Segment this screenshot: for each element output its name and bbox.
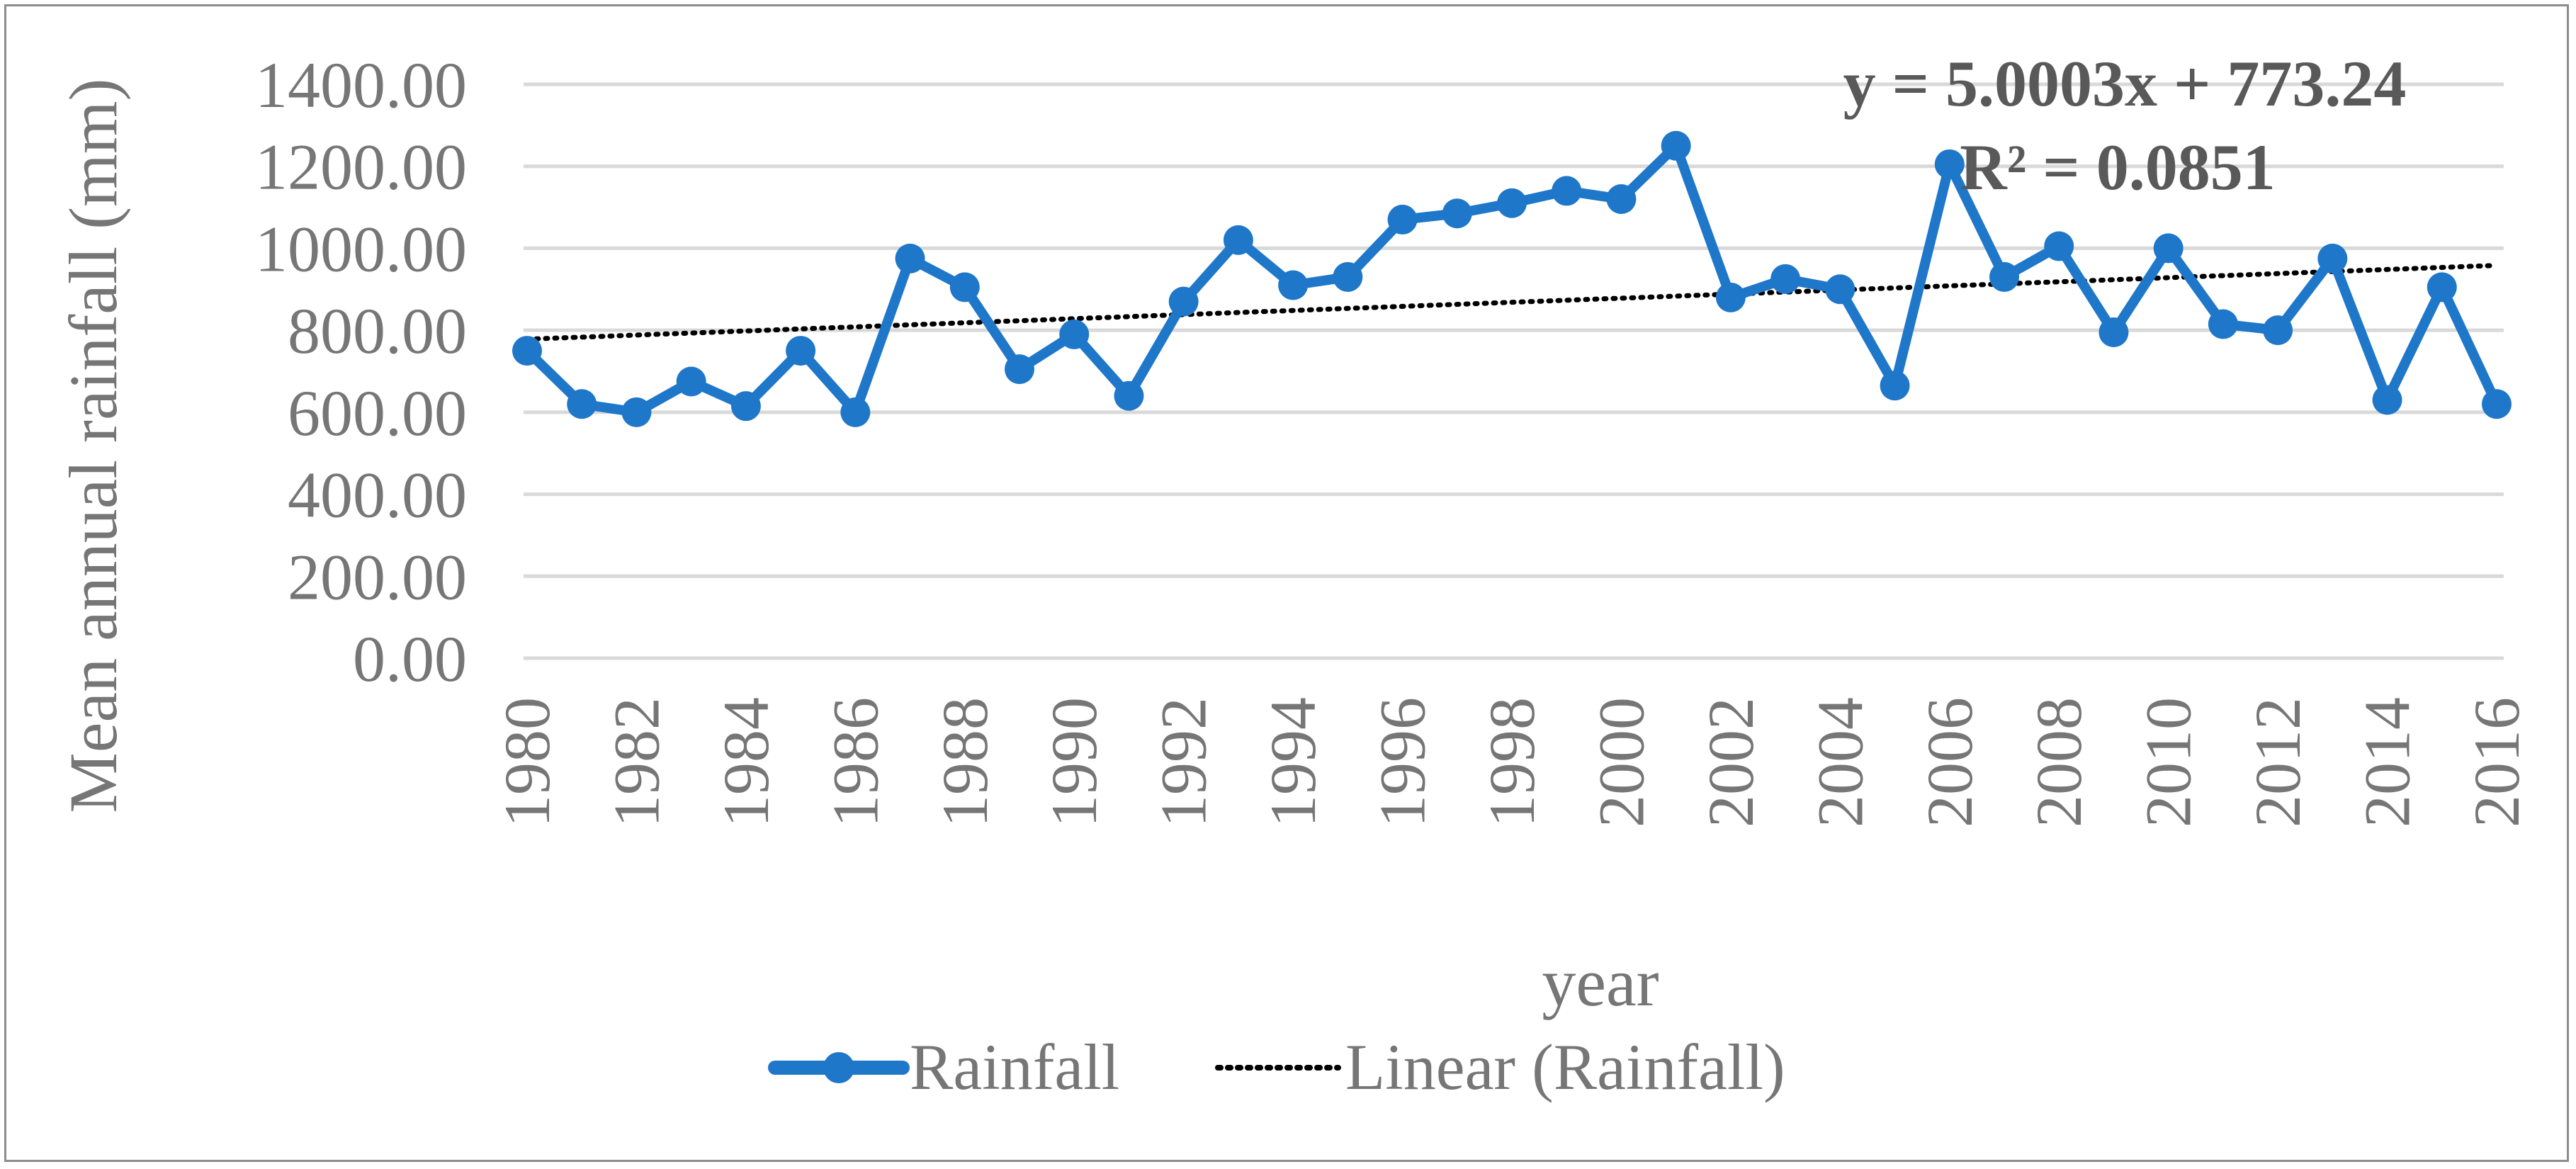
trendline bbox=[524, 263, 2499, 342]
x-tick-label: 2010 bbox=[2132, 697, 2205, 828]
y-tick-label: 1000.00 bbox=[255, 213, 467, 285]
data-point bbox=[949, 272, 980, 303]
y-tick-label: 400.00 bbox=[288, 459, 467, 531]
y-tick-label: 1400.00 bbox=[255, 49, 467, 121]
data-point bbox=[2208, 309, 2238, 339]
x-tick-label: 1996 bbox=[1367, 697, 1439, 828]
data-point bbox=[2263, 315, 2293, 346]
x-tick-label: 2002 bbox=[1695, 697, 1767, 828]
data-point bbox=[1442, 198, 1472, 229]
x-tick-label: 2004 bbox=[1804, 697, 1876, 828]
data-point bbox=[1333, 261, 1363, 292]
x-axis-ticks: 1980 1982 1984 1986 1988 1990 1992 1994 1996 1998… bbox=[491, 697, 2533, 828]
data-point bbox=[1168, 286, 1199, 317]
legend-linear-label: Linear (Rainfall) bbox=[1345, 1031, 1785, 1103]
x-tick-label: 2012 bbox=[2242, 697, 2314, 828]
data-point bbox=[621, 397, 652, 427]
x-tick-label: 1986 bbox=[819, 697, 891, 828]
chart-frame: 0.00 200.00 400.00 600.00 800.00 1000.00 1200.… bbox=[4, 4, 2569, 1162]
y-tick-label: 0.00 bbox=[353, 623, 467, 695]
data-point bbox=[786, 336, 816, 366]
data-point bbox=[730, 391, 761, 422]
x-tick-label: 1984 bbox=[710, 697, 782, 828]
data-point bbox=[2372, 385, 2402, 415]
y-tick-label: 800.00 bbox=[288, 295, 467, 367]
data-point bbox=[1825, 274, 1855, 305]
data-point bbox=[1114, 380, 1144, 411]
line-chart: 0.00 200.00 400.00 600.00 800.00 1000.00 1200.… bbox=[55, 47, 2533, 1103]
data-point bbox=[2044, 231, 2074, 261]
x-tick-label: 2008 bbox=[2023, 697, 2095, 828]
legend: Rainfall Linear (Rainfall) bbox=[768, 1031, 1785, 1103]
data-point bbox=[2098, 317, 2129, 348]
data-point bbox=[2482, 389, 2512, 419]
data-point bbox=[1934, 149, 1965, 179]
data-point bbox=[2153, 233, 2184, 264]
y-tick-label: 600.00 bbox=[288, 377, 467, 449]
trendline-group bbox=[524, 263, 2499, 342]
x-tick-label: 2016 bbox=[2461, 697, 2533, 828]
data-point bbox=[1497, 188, 1527, 218]
y-axis-ticks: 0.00 200.00 400.00 600.00 800.00 1000.00 1200.… bbox=[255, 49, 467, 695]
data-point bbox=[1606, 184, 1637, 214]
data-point bbox=[1278, 270, 1309, 300]
data-point bbox=[840, 397, 871, 427]
data-point bbox=[2317, 243, 2348, 273]
x-tick-label: 1994 bbox=[1257, 697, 1329, 828]
legend-rainfall-label: Rainfall bbox=[910, 1031, 1119, 1103]
x-tick-label: 1988 bbox=[929, 697, 1001, 828]
data-point bbox=[1223, 225, 1253, 255]
y-axis-title: Mean annual rainfall (mm) bbox=[55, 79, 131, 813]
data-point bbox=[1770, 264, 1801, 294]
x-tick-label: 2014 bbox=[2351, 697, 2424, 828]
x-tick-label: 1980 bbox=[491, 697, 563, 828]
trendline-r-squared: R² = 0.0851 bbox=[1960, 131, 2275, 203]
data-point bbox=[512, 336, 542, 366]
data-point bbox=[1005, 354, 1034, 385]
data-point bbox=[1989, 261, 2019, 292]
y-tick-label: 200.00 bbox=[288, 541, 467, 613]
x-tick-label: 1982 bbox=[600, 697, 672, 828]
data-point bbox=[1715, 282, 1746, 312]
data-point bbox=[1552, 176, 1582, 206]
data-point bbox=[567, 389, 597, 419]
data-point bbox=[895, 243, 925, 273]
x-tick-label: 2000 bbox=[1585, 697, 1657, 828]
data-point bbox=[1387, 204, 1418, 235]
x-tick-label: 2006 bbox=[1914, 697, 1986, 828]
series-group bbox=[512, 130, 2512, 427]
x-tick-label: 1992 bbox=[1148, 697, 1220, 828]
x-tick-label: 1990 bbox=[1038, 697, 1110, 828]
data-point bbox=[1880, 371, 1910, 401]
data-point bbox=[676, 366, 706, 397]
trendline-equation: y = 5.0003x + 773.24 bbox=[1843, 47, 2407, 120]
data-point bbox=[1661, 130, 1691, 161]
y-tick-label: 1200.00 bbox=[255, 131, 467, 203]
x-axis-title: year bbox=[1542, 944, 1659, 1020]
data-point bbox=[2427, 272, 2457, 303]
x-tick-label: 1998 bbox=[1476, 697, 1548, 828]
data-point bbox=[1059, 319, 1090, 349]
legend-rainfall-marker bbox=[823, 1052, 854, 1083]
